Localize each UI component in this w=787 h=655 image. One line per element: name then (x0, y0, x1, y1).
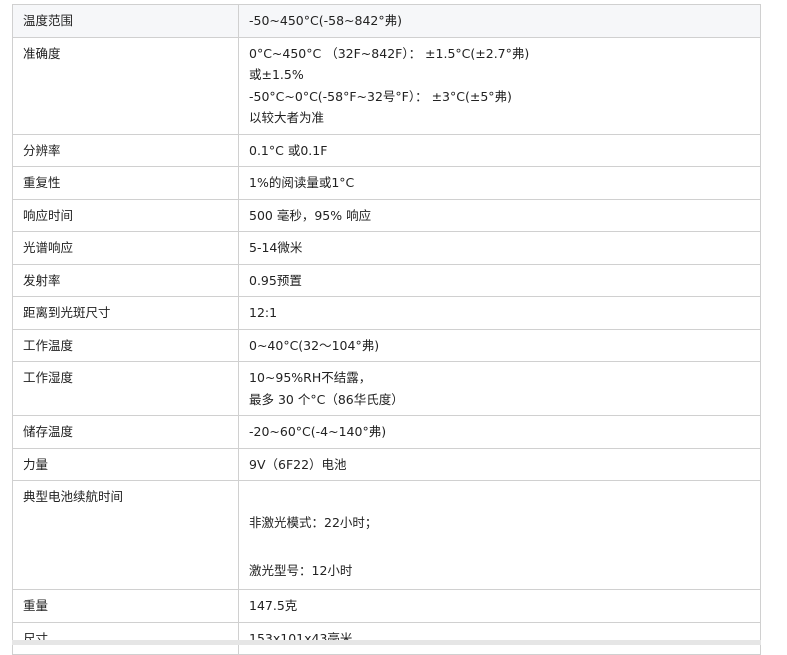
spec-value-line: 0~40°C(32～104°弗) (249, 337, 380, 353)
spec-name: 工作温度 (12, 328, 239, 362)
spec-value-line: 或±1.5% (249, 67, 304, 82)
spec-value: 5-14微米 (238, 231, 761, 265)
spec-value-line: -50~450°C(-58~842°弗) (249, 13, 402, 28)
spec-name: 温度范围 (12, 4, 239, 38)
spec-name: 典型电池续航时间 (12, 480, 239, 590)
spec-value: 12:1 (238, 296, 761, 330)
table-row: 分辨率 0.1°C 或0.1F (12, 133, 761, 167)
spec-name: 发射率 (12, 263, 239, 297)
table-row: 工作湿度 10~95%RH不结露， 最多 30 个°C（86华氏度） (12, 361, 761, 416)
spec-value-line: 9V（6F22）电池 (249, 456, 347, 472)
spec-value: 非激光模式：22小时； 激光型号：12小时 (238, 480, 761, 590)
spec-name: 距离到光斑尺寸 (12, 296, 239, 330)
table-row: 典型电池续航时间 非激光模式：22小时； 激光型号：12小时 (12, 480, 761, 590)
spec-value-line: 5-14微米 (249, 240, 303, 255)
spec-value-line: 12:1 (249, 305, 278, 320)
table-row: 尺寸 153x101x43毫米 (12, 621, 761, 655)
spec-value-line: 1%的阅读量或1°C (249, 175, 355, 190)
table-row: 距离到光斑尺寸 12:1 (12, 296, 761, 330)
spec-name: 储存温度 (12, 415, 239, 449)
table-row: 重量 147.5克 (12, 589, 761, 623)
spec-value-line: 0°C~450°C （32F~842F）： ±1.5°C(±2.7°弗) (249, 45, 530, 61)
spec-value: 153x101x43毫米 (238, 621, 761, 655)
spec-value-line: 500 毫秒，95% 响应 (249, 207, 372, 223)
spec-value-line: 激光型号：12小时 (249, 562, 353, 578)
table-row: 准确度 0°C~450°C （32F~842F）： ±1.5°C(±2.7°弗) 或… (12, 36, 761, 135)
table-row: 储存温度 -20~60°C(-4~140°弗) (12, 415, 761, 449)
table-row: 光谱响应 5-14微米 (12, 231, 761, 265)
spec-value: -20~60°C(-4~140°弗) (238, 415, 761, 449)
spec-name: 光谱响应 (12, 231, 239, 265)
spec-value: 10~95%RH不结露， 最多 30 个°C（86华氏度） (238, 361, 761, 416)
spec-value: 1%的阅读量或1°C (238, 166, 761, 200)
spec-name: 尺寸 (12, 621, 239, 655)
spec-value: 0~40°C(32～104°弗) (238, 328, 761, 362)
spec-value-line: 非激光模式：22小时； (249, 515, 378, 530)
spec-value-line: 10~95%RH不结露， (249, 370, 372, 385)
spec-value-line (249, 486, 750, 512)
table-row: 发射率 0.95预置 (12, 263, 761, 297)
spec-value-line: 0.95预置 (249, 272, 302, 288)
spec-table: 温度范围 -50~450°C(-58~842°弗) 准确度 0°C~450°C （32… (12, 4, 761, 655)
spec-value-line: 0.1°C 或0.1F (249, 142, 328, 158)
table-row: 响应时间 500 毫秒，95% 响应 (12, 198, 761, 232)
horizontal-scrollbar[interactable] (12, 640, 761, 645)
spec-name: 准确度 (12, 36, 239, 135)
spec-name: 重复性 (12, 166, 239, 200)
spec-value-line (249, 534, 750, 560)
spec-name: 重量 (12, 589, 239, 623)
spec-value-line: -50°C~0°C(-58°F~32号°F）： ±3°C(±5°弗) (249, 88, 512, 104)
spec-value: -50~450°C(-58~842°弗) (238, 4, 761, 38)
spec-value: 0.95预置 (238, 263, 761, 297)
spec-name: 工作湿度 (12, 361, 239, 416)
spec-value-line: -20~60°C(-4~140°弗) (249, 424, 387, 439)
table-row: 重复性 1%的阅读量或1°C (12, 166, 761, 200)
table-row: 温度范围 -50~450°C(-58~842°弗) (12, 4, 761, 38)
spec-value-line: 以较大者为准 (249, 110, 325, 125)
spec-value: 500 毫秒，95% 响应 (238, 198, 761, 232)
spec-value-line: 153x101x43毫米 (249, 630, 353, 646)
spec-name: 力量 (12, 447, 239, 481)
table-row: 力量 9V（6F22）电池 (12, 447, 761, 481)
table-row: 工作温度 0~40°C(32～104°弗) (12, 328, 761, 362)
spec-value: 0.1°C 或0.1F (238, 133, 761, 167)
spec-name: 响应时间 (12, 198, 239, 232)
spec-value: 9V（6F22）电池 (238, 447, 761, 481)
spec-value: 0°C~450°C （32F~842F）： ±1.5°C(±2.7°弗) 或±1.… (238, 36, 761, 135)
spec-value-line: 147.5克 (249, 598, 298, 613)
spec-value-line: 最多 30 个°C（86华氏度） (249, 391, 404, 407)
spec-name: 分辨率 (12, 133, 239, 167)
spec-value: 147.5克 (238, 589, 761, 623)
